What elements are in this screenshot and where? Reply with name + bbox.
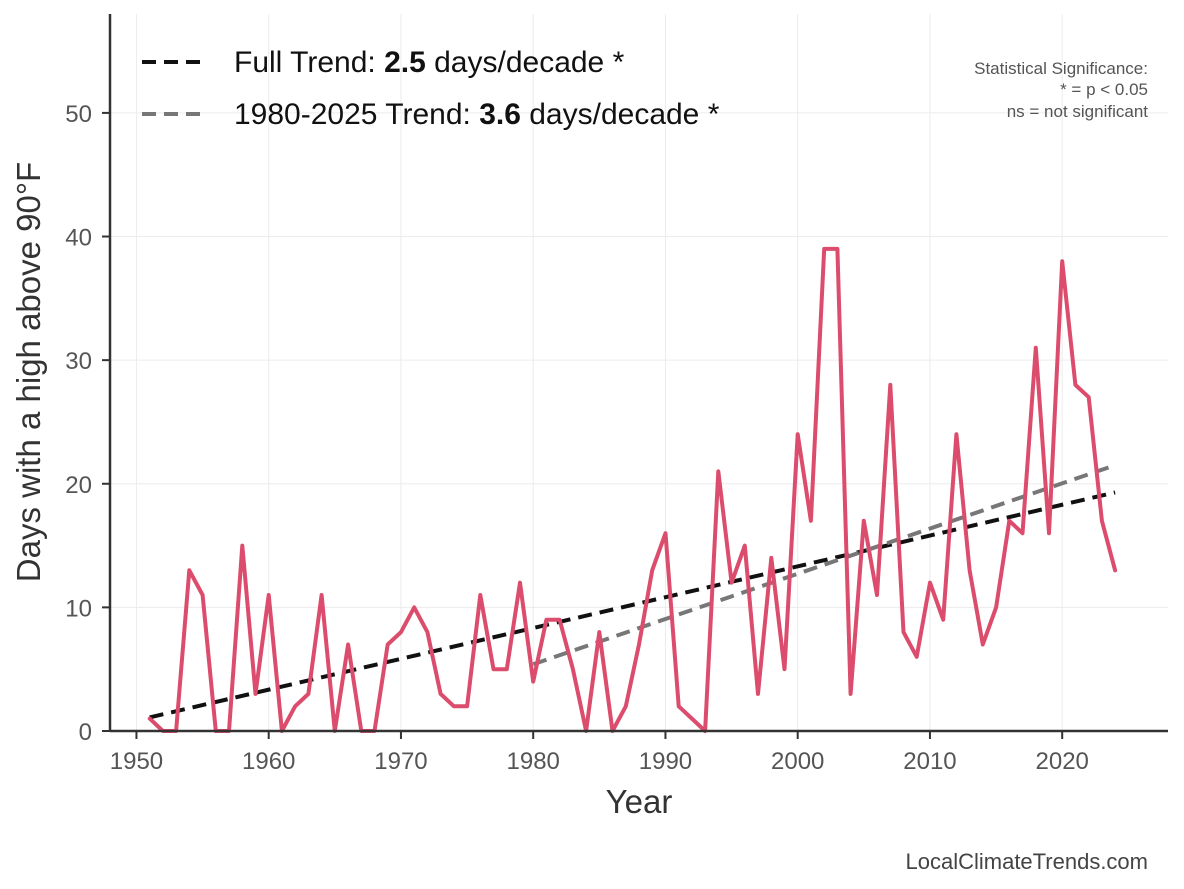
x-tick-label: 2010: [903, 748, 956, 775]
legend-label: Full Trend: 2.5 days/decade *: [234, 46, 625, 79]
trend-line-2: [532, 463, 1116, 667]
y-tick-label: 10: [65, 595, 92, 622]
significance-note: Statistical Significance: * = p < 0.05 n…: [974, 59, 1148, 121]
legend-label-prefix: Full Trend:: [234, 46, 384, 79]
x-tick-label: 2020: [1036, 748, 1089, 775]
legend-label: 1980-2025 Trend: 3.6 days/decade *: [234, 98, 720, 131]
x-tick-label: 1950: [110, 748, 163, 775]
x-tick-label: 1980: [507, 748, 560, 775]
x-tick-label: 2000: [771, 748, 824, 775]
y-tick-label: 20: [65, 472, 92, 499]
significance-title: Statistical Significance:: [974, 59, 1148, 78]
source-credit: LocalClimateTrends.com: [906, 849, 1149, 874]
y-tick-label: 40: [65, 225, 92, 252]
legend-trend-value: 3.6: [479, 98, 521, 131]
y-tick-label: 50: [65, 101, 92, 128]
x-ticks: 1950 1960 1970 1980 1990 2000 2010 2020: [110, 731, 1089, 775]
legend-label-suffix: days/decade *: [426, 46, 625, 79]
legend-label-suffix: days/decade *: [521, 98, 720, 131]
grid: [110, 14, 1168, 732]
legend: Full Trend: 2.5 days/decade *1980-2025 T…: [142, 46, 720, 131]
legend-label-prefix: 1980-2025 Trend:: [234, 98, 479, 131]
x-tick-label: 1990: [639, 748, 692, 775]
significance-line-1: * = p < 0.05: [1060, 80, 1148, 99]
y-tick-label: 30: [65, 348, 92, 375]
y-axis-label: Days with a high above 90°F: [10, 162, 47, 582]
legend-item-1: Full Trend: 2.5 days/decade *: [142, 46, 625, 79]
series-lines: [147, 246, 1118, 733]
y-tick-label: 0: [79, 719, 92, 746]
y-ticks: 0 10 20 30 40 50: [65, 101, 110, 746]
x-tick-label: 1970: [374, 748, 427, 775]
x-axis-label: Year: [606, 783, 673, 820]
series-line-1: [147, 246, 1118, 733]
axes: [108, 14, 1168, 733]
x-tick-label: 1960: [242, 748, 295, 775]
legend-trend-value: 2.5: [384, 46, 426, 79]
legend-item-2: 1980-2025 Trend: 3.6 days/decade *: [142, 98, 720, 131]
significance-line-2: ns = not significant: [1007, 102, 1149, 121]
